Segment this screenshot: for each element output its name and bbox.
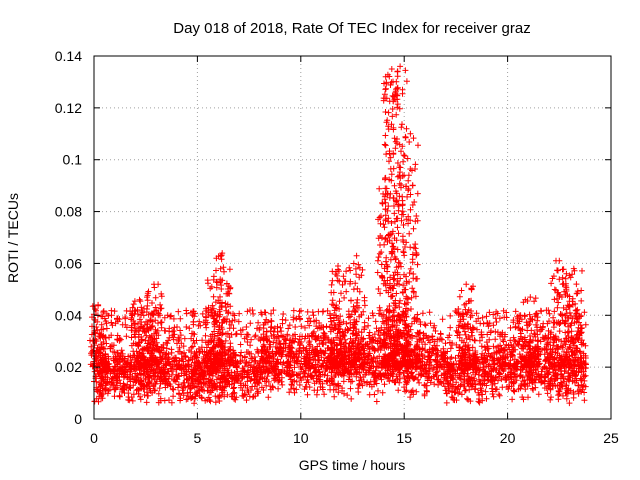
y-tick-label: 0.14: [55, 48, 82, 64]
grid: [94, 56, 611, 419]
y-tick-label: 0: [74, 411, 82, 427]
y-tick-label: 0.02: [55, 359, 82, 375]
plot-frame: [93, 55, 612, 420]
x-tick-label: 25: [603, 430, 619, 446]
y-tick-label: 0.08: [55, 204, 82, 220]
x-tick-label: 5: [194, 430, 202, 446]
x-tick-label: 0: [90, 430, 98, 446]
y-tick-label: 0.1: [63, 152, 83, 168]
data-points: [87, 63, 589, 407]
axis-ticks: [93, 55, 612, 420]
tick-labels: 0 0.02 0.04 0.06 0.08 0.1 0.12 0.14 0 5 10 15 20 25: [55, 48, 619, 446]
x-axis-label: GPS time / hours: [299, 457, 406, 473]
y-axis-label: ROTI / TECUs: [5, 193, 21, 283]
x-tick-label: 20: [500, 430, 516, 446]
y-tick-label: 0.06: [55, 255, 82, 271]
y-tick-label: 0.12: [55, 100, 82, 116]
x-tick-label: 10: [293, 430, 309, 446]
x-tick-label: 15: [396, 430, 412, 446]
series-roti: [87, 63, 589, 407]
y-tick-label: 0.04: [55, 307, 82, 323]
plus-markers: [87, 63, 589, 407]
chart-title: Day 018 of 2018, Rate Of TEC Index for r…: [173, 20, 530, 37]
